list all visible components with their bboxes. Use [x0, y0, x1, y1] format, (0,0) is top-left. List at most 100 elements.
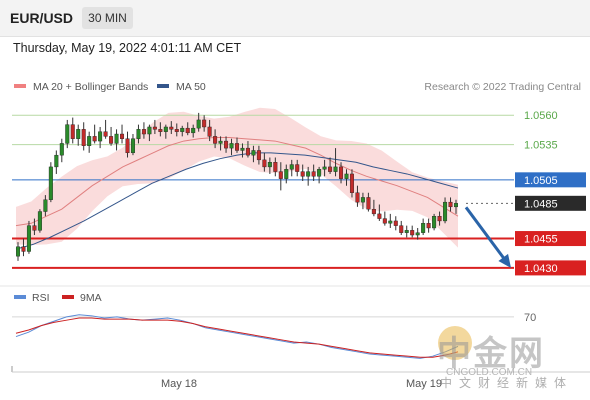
ma50-legend-label: MA 50	[176, 81, 206, 93]
candle-body	[426, 223, 431, 229]
forecast-arrow-shaft	[464, 206, 510, 265]
watermark-text: 中金网	[437, 334, 545, 374]
candle-body	[360, 197, 365, 203]
candle-body	[141, 129, 146, 135]
candle-body	[21, 246, 26, 252]
candle-body	[26, 225, 31, 252]
candles-group	[16, 112, 459, 261]
candle-body	[224, 140, 229, 149]
candle-body	[158, 129, 163, 132]
candle-body	[37, 211, 42, 231]
rsi-ma-legend-swatch	[62, 295, 74, 299]
candle-body	[125, 138, 130, 154]
candle-body	[317, 169, 322, 177]
candle-body	[393, 220, 398, 226]
candle-body	[251, 150, 256, 156]
chart-header: EUR/USD 30 MIN	[0, 0, 590, 37]
rsi-ma-line	[15, 317, 459, 358]
rsi-legend-swatch	[14, 295, 26, 299]
candle-body	[152, 126, 157, 130]
candle-body	[180, 127, 185, 132]
candle-body	[70, 124, 75, 139]
candle-body	[229, 143, 234, 149]
candle-body	[371, 208, 376, 215]
rsi-legend-label: RSI	[32, 292, 50, 304]
x-axis-tick-label: May 18	[161, 378, 197, 390]
instrument-title: EUR/USD	[10, 10, 74, 26]
price-level-box	[515, 231, 586, 247]
candle-body	[114, 133, 119, 144]
candle-body	[273, 162, 278, 172]
watermark-url: CNGOLD.COM.CN	[446, 367, 533, 378]
candle-body	[32, 225, 37, 231]
candle-body	[311, 171, 316, 177]
candle-body	[437, 216, 442, 222]
price-level-label: 1.0505	[524, 175, 558, 187]
candle-body	[202, 119, 207, 128]
candle-body	[415, 232, 420, 236]
candle-body	[185, 127, 190, 134]
candle-body	[65, 124, 70, 144]
candle-body	[76, 129, 81, 139]
candle-body	[454, 203, 459, 208]
candle-body	[344, 173, 349, 179]
candle-body	[399, 225, 404, 233]
candle-body	[448, 201, 453, 208]
candle-body	[240, 147, 245, 151]
candle-body	[278, 171, 283, 179]
candle-body	[130, 138, 135, 154]
timeframe-button[interactable]: 30 MIN	[82, 7, 133, 29]
candle-body	[289, 164, 294, 170]
candle-body	[163, 126, 168, 132]
candle-body	[245, 147, 250, 156]
candle-body	[382, 218, 387, 224]
price-level-box	[515, 195, 586, 211]
candle-body	[410, 230, 415, 236]
candle-body	[81, 129, 86, 146]
candle-body	[120, 133, 125, 139]
candle-body	[98, 131, 103, 142]
candle-body	[16, 246, 21, 257]
candle-body	[136, 129, 141, 139]
watermark-subtitle: 中文财经新媒体	[440, 376, 574, 390]
price-level-label: 1.0560	[524, 110, 558, 122]
candle-body	[443, 201, 448, 222]
candle-body	[109, 136, 114, 144]
candle-body	[191, 127, 196, 134]
rsi-line	[15, 314, 459, 359]
candle-body	[328, 166, 333, 172]
price-level-box	[515, 172, 586, 188]
candle-body	[169, 126, 174, 130]
candle-body	[59, 143, 64, 156]
x-axis-tick-label: May 19	[406, 378, 442, 390]
candle-body	[377, 213, 382, 219]
candle-body	[48, 166, 53, 200]
candle-body	[234, 143, 239, 151]
candle-body	[267, 162, 272, 168]
price-level-box	[515, 260, 586, 276]
candle-body	[404, 230, 409, 233]
ma50-legend-swatch	[157, 84, 169, 88]
candle-body	[388, 220, 393, 224]
candle-body	[92, 136, 97, 142]
candle-body	[339, 166, 344, 179]
rsi-level-70-label: 70	[524, 312, 536, 324]
candle-body	[256, 150, 261, 161]
candle-body	[174, 129, 179, 132]
candle-body	[349, 173, 354, 193]
candle-body	[54, 154, 59, 168]
timestamp: Thursday, May 19, 2022 4:01:11 AM CET	[13, 41, 242, 55]
candle-body	[218, 140, 223, 144]
candle-body	[213, 136, 218, 144]
candle-body	[295, 164, 300, 172]
rsi-ma-legend-label: 9MA	[80, 292, 102, 304]
candle-body	[196, 119, 201, 129]
candle-body	[306, 171, 311, 177]
candle-body	[333, 166, 338, 172]
copyright-credit: Research © 2022 Trading Central	[424, 81, 581, 93]
candle-body	[147, 126, 152, 135]
candle-body	[322, 166, 327, 170]
watermark-logo-icon	[438, 326, 472, 360]
candle-body	[355, 192, 360, 203]
